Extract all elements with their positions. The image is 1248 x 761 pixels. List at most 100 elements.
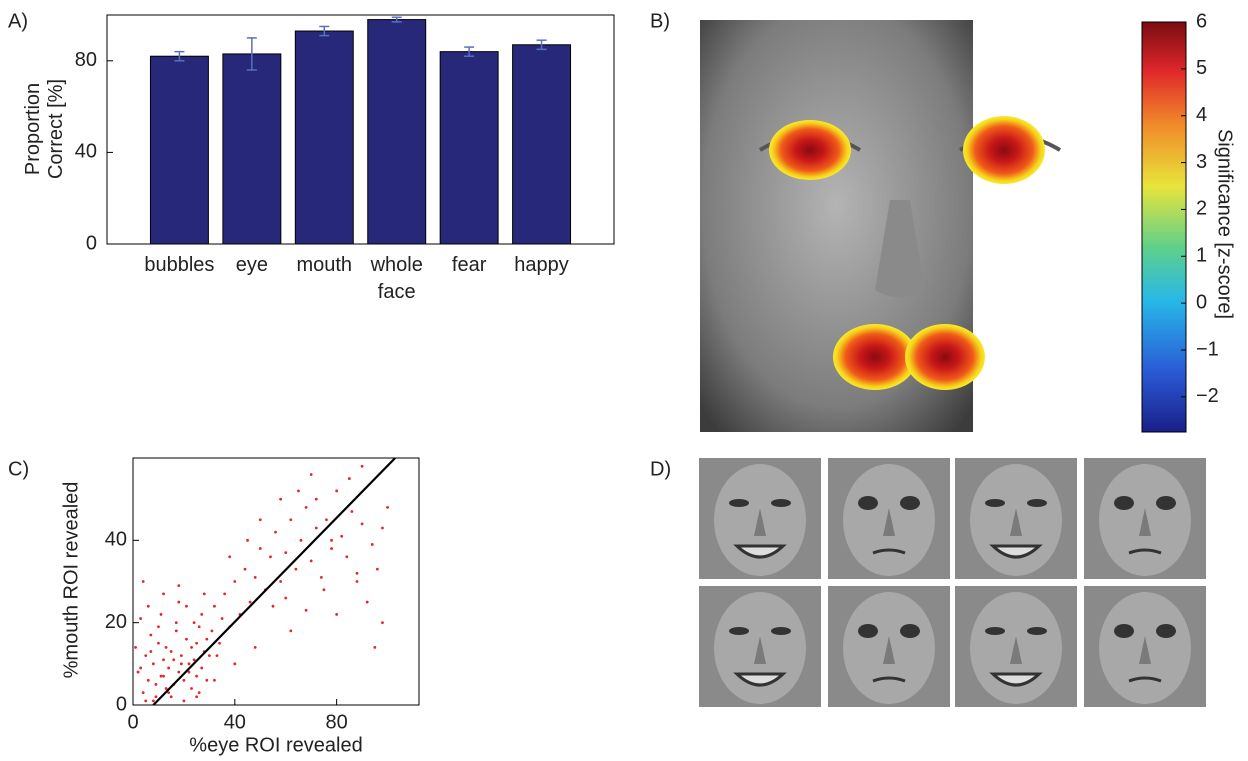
y-tick-label: 0	[86, 232, 97, 254]
face-thumbnail	[828, 458, 950, 579]
figure-graphics: A)B)C)D)04080−2−10123456Significance [z-…	[0, 0, 1248, 761]
scatter-point	[144, 654, 147, 657]
scatter-point	[295, 568, 298, 571]
scatter-point	[259, 547, 262, 550]
x-tick-label: happy	[505, 252, 577, 279]
thumb-eye	[900, 624, 920, 638]
colorbar	[1142, 22, 1186, 432]
scatter-point	[320, 576, 323, 579]
panel-label: C)	[8, 458, 29, 480]
x-tick-label: mouth	[288, 252, 360, 279]
scatter-point	[205, 679, 208, 682]
scatter-point	[381, 621, 384, 624]
bar	[440, 52, 498, 244]
face-thumbnail	[828, 586, 950, 707]
scatter-point	[289, 518, 292, 521]
thumb-eye	[771, 499, 791, 507]
colorbar-tick-label: 5	[1196, 57, 1207, 79]
x-tick-label: bubbles	[143, 252, 215, 279]
scatter-point	[244, 568, 247, 571]
scatter-point	[180, 654, 183, 657]
scatter-point	[155, 683, 158, 686]
scatter-point	[366, 601, 369, 604]
thumb-eye	[900, 496, 920, 510]
scatter-point	[183, 679, 186, 682]
scatter-point	[218, 642, 221, 645]
scatter-point	[335, 613, 338, 616]
scatter-point	[208, 654, 211, 657]
bar	[223, 54, 281, 244]
scatter-point	[162, 675, 165, 678]
scatter-point	[162, 658, 165, 661]
scatter-point	[185, 638, 188, 641]
scatter-point	[170, 650, 173, 653]
scatter-point	[183, 699, 186, 702]
face-thumbnails	[699, 458, 1206, 707]
scatter-point	[139, 617, 142, 620]
scatter-point	[371, 543, 374, 546]
scatter-point	[142, 580, 145, 583]
y-tick-label: 80	[75, 49, 97, 71]
scatter-point	[279, 580, 282, 583]
panel-label: D)	[650, 458, 671, 480]
scatter-point	[315, 527, 318, 530]
scatter-point	[177, 671, 180, 674]
scatter-point	[155, 695, 158, 698]
panel-label: A)	[8, 10, 28, 32]
plot-frame	[133, 458, 419, 705]
scatter-point	[335, 490, 338, 493]
colorbar-tick-label: 2	[1196, 198, 1207, 220]
colorbar-tick-label: 4	[1196, 104, 1207, 126]
face-thumbnail	[955, 586, 1077, 707]
scatter-point	[157, 625, 160, 628]
scatter-point	[175, 630, 178, 633]
scatter-point	[254, 646, 257, 649]
scatter-point	[356, 572, 359, 575]
colorbar-tick-label: 6	[1196, 10, 1207, 32]
scatter-point	[305, 609, 308, 612]
scatter-point	[144, 699, 147, 702]
scatter-point	[177, 601, 180, 604]
colorbar-tick-label: −2	[1196, 385, 1219, 407]
colorbar-label: Significance [z-score]	[1214, 129, 1236, 319]
scatter-point	[167, 667, 170, 670]
scatter-point	[170, 695, 173, 698]
bar	[295, 31, 353, 244]
y-tick-label: 40	[75, 141, 97, 163]
scatter-point	[177, 584, 180, 587]
colorbar-tick-label: −1	[1196, 338, 1219, 360]
scatter-point	[315, 498, 318, 501]
scatter-point	[216, 654, 219, 657]
scatter-point	[195, 675, 198, 678]
colorbar-tick-label: 3	[1196, 151, 1207, 173]
scatter-point	[249, 601, 252, 604]
scatter-point	[254, 576, 257, 579]
thumb-eye	[729, 499, 749, 507]
scatter-point	[172, 658, 175, 661]
bar	[368, 20, 426, 244]
scatter-point	[147, 605, 150, 608]
scatter-point	[351, 510, 354, 513]
scatter-point	[381, 527, 384, 530]
x-tick-label: eye	[216, 252, 288, 279]
scatter-point	[269, 555, 272, 558]
x-tick-label: fear	[433, 252, 505, 279]
scatter-point	[157, 642, 160, 645]
scatter-point	[160, 613, 163, 616]
scatter-point	[330, 547, 333, 550]
scatter-point	[325, 518, 328, 521]
thumb-eye	[1114, 496, 1134, 510]
scatter-point	[193, 621, 196, 624]
thumb-eye	[858, 624, 878, 638]
scatter-point	[259, 518, 262, 521]
scatter-point	[205, 638, 208, 641]
scatter-point	[203, 592, 206, 595]
scatter-point	[340, 535, 343, 538]
scatter-point	[213, 679, 216, 682]
thumb-eye	[1114, 624, 1134, 638]
face-thumbnail	[699, 458, 821, 579]
scatter-point	[289, 630, 292, 633]
scatter-point	[373, 646, 376, 649]
scatter-point	[180, 662, 183, 665]
scatter-point	[198, 691, 201, 694]
